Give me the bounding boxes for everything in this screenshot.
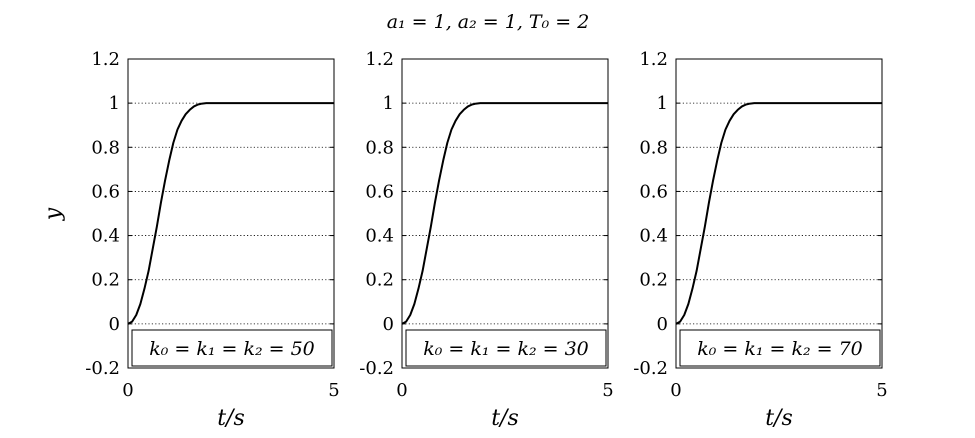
- y-tick-label-1: 0: [657, 314, 668, 335]
- x-axis-label: t/s: [491, 406, 519, 431]
- x-axis-label: t/s: [765, 406, 793, 431]
- y-tick-label-4: 0.6: [639, 181, 668, 202]
- x-tick-label-1: 5: [328, 380, 339, 401]
- x-tick-label-0: 0: [670, 380, 681, 401]
- series-line-0: [127, 102, 334, 325]
- y-tick-label-6: 1: [657, 93, 668, 114]
- y-tick-label-3: 0.4: [365, 226, 394, 247]
- figure-title: a₁ = 1, a₂ = 1, T₀ = 2: [387, 11, 590, 33]
- subplot-k30: -0.200.20.40.60.811.20 5t/sk₀ = k₁ = k₂ =…: [359, 49, 613, 431]
- y-tick-label-2: 0.2: [639, 270, 668, 291]
- annotation-text: k₀ = k₁ = k₂ = 50: [149, 338, 315, 360]
- x-axis-label: t/s: [217, 406, 245, 431]
- axes-frame: [675, 58, 883, 369]
- axes-frame: [401, 58, 609, 369]
- annotation-box: [131, 329, 333, 367]
- figure-ylabel: y: [41, 207, 66, 221]
- y-tick-label-0: -0.2: [85, 358, 120, 379]
- x-tick-label-1: 5: [602, 380, 613, 401]
- annotation-text: k₀ = k₁ = k₂ = 30: [423, 338, 589, 360]
- y-tick-label-5: 0.8: [365, 137, 394, 158]
- x-tick-label-0: 0: [122, 380, 133, 401]
- annotation-box: [679, 329, 881, 367]
- y-tick-label-1: 0: [109, 314, 120, 335]
- y-tick-label-3: 0.4: [639, 226, 668, 247]
- subplot-k70: -0.200.20.40.60.811.20 5t/sk₀ = k₁ = k₂ =…: [633, 49, 887, 431]
- y-tick-label-4: 0.6: [365, 181, 394, 202]
- series-line-0: [675, 102, 882, 325]
- y-tick-label-7: 1.2: [91, 49, 120, 70]
- y-tick-label-6: 1: [383, 93, 394, 114]
- y-tick-label-4: 0.6: [91, 181, 120, 202]
- y-tick-label-0: -0.2: [633, 358, 668, 379]
- y-tick-label-7: 1.2: [639, 49, 668, 70]
- annotation-box: [405, 329, 607, 367]
- subplot-k50: -0.200.20.40.60.811.20 5t/sk₀ = k₁ = k₂ =…: [85, 49, 339, 431]
- y-tick-label-0: -0.2: [359, 358, 394, 379]
- axes-frame: [127, 58, 335, 369]
- y-tick-label-6: 1: [109, 93, 120, 114]
- x-tick-label-0: 0: [396, 380, 407, 401]
- y-tick-label-7: 1.2: [365, 49, 394, 70]
- y-tick-label-2: 0.2: [91, 270, 120, 291]
- y-tick-label-2: 0.2: [365, 270, 394, 291]
- x-tick-label-1: 5: [876, 380, 887, 401]
- y-tick-label-1: 0: [383, 314, 394, 335]
- series-line-0: [401, 102, 608, 325]
- y-tick-label-5: 0.8: [639, 137, 668, 158]
- y-tick-label-3: 0.4: [91, 226, 120, 247]
- annotation-text: k₀ = k₁ = k₂ = 70: [697, 338, 863, 360]
- y-tick-label-5: 0.8: [91, 137, 120, 158]
